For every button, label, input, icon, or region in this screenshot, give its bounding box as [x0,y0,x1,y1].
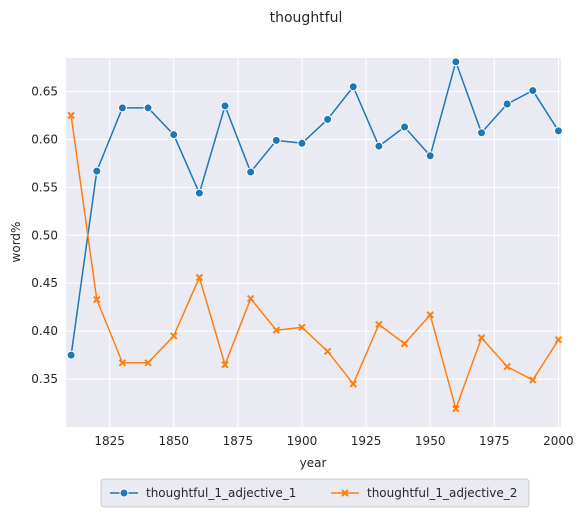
data-point [66,350,76,360]
data-point [246,294,255,303]
plot-area [66,58,561,427]
grid-lines [66,58,561,427]
x-tick-label: 1900 [287,434,318,448]
data-point [92,166,102,176]
y-tick-label: 0.50 [31,228,58,242]
x-tick-label: 1975 [479,434,510,448]
data-point [170,332,178,340]
y-axis-label: word% [9,222,23,263]
x-tick-label: 2000 [543,434,574,448]
legend-frame [100,478,530,508]
y-tick-label: 0.65 [31,85,58,99]
data-point [323,347,332,355]
x-tick-label: 1825 [94,434,125,448]
data-point [169,130,179,140]
data-point [451,57,461,67]
x-axis-label: year [300,456,327,470]
legend-marker [119,488,129,498]
data-point [400,122,410,132]
legend-label: thoughtful_1_adjective_2 [367,486,517,500]
data-point [93,295,101,304]
data-point [503,362,511,371]
chart-title: thoughtful [270,10,343,26]
data-point [554,336,563,344]
data-point [426,311,434,319]
y-tick-label: 0.55 [31,180,58,194]
data-point [323,114,333,124]
data-point [271,135,281,145]
data-point [298,323,306,332]
y-tick-label: 0.60 [31,132,58,146]
data-point [476,128,486,138]
y-axis: 0.35 0.40 0.45 0.50 0.55 0.60 0.65 [31,85,58,387]
data-point [553,126,563,136]
series-group [66,57,563,413]
data-point [528,86,538,96]
data-point [144,359,152,367]
data-point [246,167,256,177]
data-point [117,103,127,113]
x-tick-label: 1850 [158,434,189,448]
y-tick-label: 0.35 [31,372,58,386]
data-point [67,111,75,120]
x-tick-label: 1950 [415,434,446,448]
data-point [220,101,230,111]
data-point [477,334,486,342]
data-point [297,138,307,148]
data-point [452,405,460,413]
x-tick-label: 1875 [223,434,254,448]
data-point [221,360,229,369]
data-point [143,103,153,113]
legend-label: thoughtful_1_adjective_1 [146,486,296,500]
legend-item: thoughtful_1_adjective_2 [331,486,517,500]
data-point [194,188,204,198]
data-point [374,141,384,151]
y-tick-label: 0.45 [31,276,58,290]
data-point [529,376,537,384]
x-axis: 1825 1850 1875 1900 1925 1950 1975 2000 [94,434,573,448]
data-point [502,99,512,109]
data-point [375,320,383,329]
legend-marker [341,489,349,497]
data-point [425,151,435,161]
data-point [348,82,358,92]
data-point [195,273,204,282]
legend-item: thoughtful_1_adjective_1 [110,486,296,500]
legend: thoughtful_1_adjective_1 thoughtful_1_adj… [100,478,530,508]
x-tick-label: 1925 [351,434,382,448]
series-2 [67,111,563,413]
data-point [400,339,409,348]
y-tick-label: 0.40 [31,324,58,338]
series-1 [66,57,563,360]
data-point [272,326,281,334]
data-point [349,380,357,388]
series-line [70,115,560,410]
series-line [70,61,560,356]
data-point [118,359,127,367]
